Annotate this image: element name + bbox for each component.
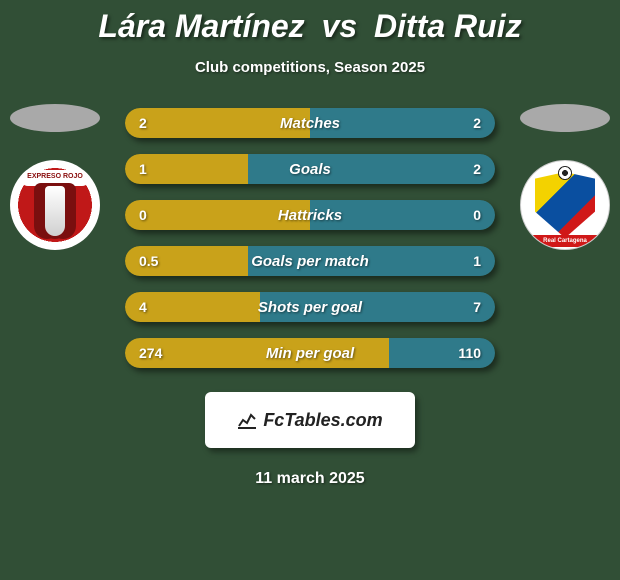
stat-value-left: 2 xyxy=(139,115,147,131)
left-column: EXPRESO ROJO xyxy=(0,104,110,250)
player2-name: Ditta Ruiz xyxy=(374,8,522,44)
stat-bar-right xyxy=(310,200,495,230)
club2-badge: Real Cartagena xyxy=(520,160,610,250)
subtitle: Club competitions, Season 2025 xyxy=(0,59,620,76)
club1-name: EXPRESO ROJO xyxy=(20,170,90,186)
chart-icon xyxy=(237,410,257,430)
club1-badge: EXPRESO ROJO xyxy=(10,160,100,250)
brand-text: FcTables.com xyxy=(263,410,382,431)
brand-box: FcTables.com xyxy=(205,392,415,448)
stat-bar-right xyxy=(260,292,495,322)
stat-bar-left xyxy=(125,108,310,138)
stat-value-left: 4 xyxy=(139,299,147,315)
date-text: 11 march 2025 xyxy=(0,470,620,488)
main-row: EXPRESO ROJO Real Cartagena 22Matches12G… xyxy=(0,108,620,368)
player2-photo-placeholder xyxy=(520,104,610,132)
stat-value-left: 0 xyxy=(139,207,147,223)
player1-name: Lára Martínez xyxy=(98,8,304,44)
stat-row: 274110Min per goal xyxy=(125,338,495,368)
brand-label: FcTables.com xyxy=(237,410,382,431)
right-column: Real Cartagena xyxy=(510,104,620,250)
stats-bars: 22Matches12Goals00Hattricks0.51Goals per… xyxy=(125,108,495,368)
stat-bar-left xyxy=(125,338,389,368)
club2-shield-icon xyxy=(535,172,595,238)
stat-row: 0.51Goals per match xyxy=(125,246,495,276)
stat-value-right: 2 xyxy=(473,115,481,131)
stat-row: 47Shots per goal xyxy=(125,292,495,322)
stat-row: 12Goals xyxy=(125,154,495,184)
stat-value-right: 1 xyxy=(473,253,481,269)
club2-name: Real Cartagena xyxy=(520,235,610,247)
player1-photo-placeholder xyxy=(10,104,100,132)
stat-row: 00Hattricks xyxy=(125,200,495,230)
stat-value-right: 0 xyxy=(473,207,481,223)
stat-bar-right xyxy=(248,154,495,184)
stat-value-left: 0.5 xyxy=(139,253,158,269)
stat-bar-right xyxy=(310,108,495,138)
vs-text: vs xyxy=(322,8,358,44)
comparison-card: Lára Martínez vs Ditta Ruiz Club competi… xyxy=(0,0,620,580)
stat-value-right: 2 xyxy=(473,161,481,177)
stat-value-right: 110 xyxy=(458,345,481,361)
stat-row: 22Matches xyxy=(125,108,495,138)
stat-bar-left xyxy=(125,200,310,230)
headline: Lára Martínez vs Ditta Ruiz xyxy=(0,0,620,45)
stat-value-left: 1 xyxy=(139,161,147,177)
stat-value-right: 7 xyxy=(473,299,481,315)
stat-bar-right xyxy=(248,246,495,276)
stat-value-left: 274 xyxy=(139,345,162,361)
